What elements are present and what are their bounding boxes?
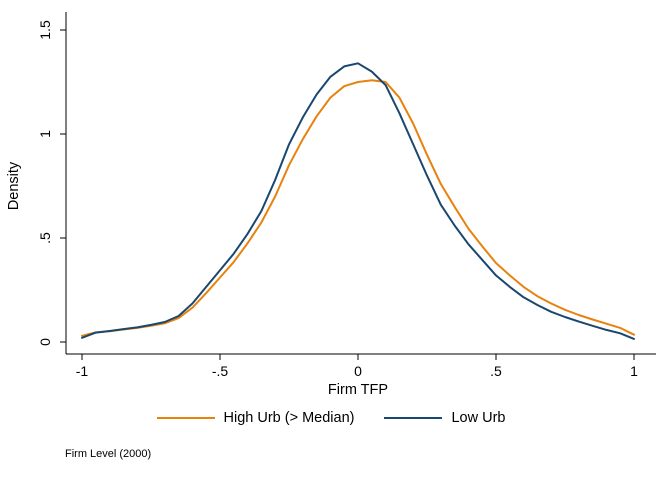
x-axis-title: Firm TFP [328,382,388,398]
legend-line-swatch-high-urb [156,417,215,419]
legend-item-low-urb: Low Urb [384,410,505,426]
x-tick-label: .5 [490,363,502,379]
y-tick-label: 1 [37,130,53,138]
x-tick-label: 1 [630,363,638,379]
legend-label-low-urb: Low Urb [451,410,506,426]
chart-note: Firm Level (2000) [65,448,152,460]
density-curve-high-urb [81,79,635,337]
legend-label-high-urb: High Urb (> Median) [223,410,355,426]
x-tick-label: -1 [76,363,89,379]
y-tick-label: 1.5 [37,20,53,40]
y-tick-label: 0 [37,338,53,346]
density-curve-low-urb [81,62,635,340]
x-tick-label: 0 [354,363,362,379]
legend-item-high-urb: High Urb (> Median) [156,410,355,426]
x-tick-label: -.5 [212,363,229,379]
y-tick-label: .5 [37,232,53,244]
legend-line-swatch-low-urb [384,417,443,419]
chart-legend: High Urb (> Median) Low Urb [0,410,662,426]
y-axis-title: Density [6,161,22,210]
